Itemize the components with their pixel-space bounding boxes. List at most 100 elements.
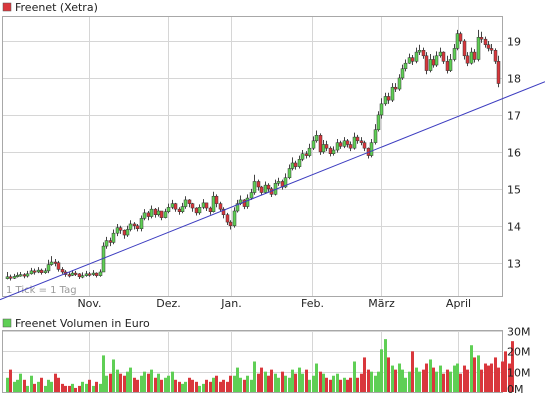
volume-bar xyxy=(504,351,507,392)
volume-bar xyxy=(459,373,462,392)
candle xyxy=(183,196,188,209)
candle xyxy=(324,140,329,152)
volume-bar xyxy=(439,365,442,392)
volume-bar xyxy=(236,367,239,392)
y-tick-label: 15 xyxy=(507,184,521,197)
candle xyxy=(386,92,391,104)
volume-bar xyxy=(47,379,50,392)
candle xyxy=(431,55,436,68)
volume-bar xyxy=(453,365,456,392)
candle xyxy=(201,199,206,210)
volume-bar xyxy=(6,377,9,392)
candle xyxy=(462,39,467,60)
candle xyxy=(414,47,419,64)
volume-bar xyxy=(284,375,287,392)
volume-y-tick-label: 0M xyxy=(507,383,524,396)
y-tick-label: 14 xyxy=(507,221,521,234)
volume-bar xyxy=(88,379,91,392)
candle xyxy=(338,140,343,149)
volume-bar xyxy=(171,371,174,392)
candle xyxy=(135,223,140,232)
candle xyxy=(259,185,264,196)
candle xyxy=(434,51,439,67)
volume-bar xyxy=(356,377,359,392)
volume-bar xyxy=(164,377,167,392)
volume-bar xyxy=(50,381,53,392)
volume-bar xyxy=(195,381,198,392)
candle xyxy=(18,271,23,277)
volume-bar xyxy=(305,369,308,392)
candle xyxy=(252,174,257,195)
candle xyxy=(373,124,378,145)
candle xyxy=(242,199,247,210)
candle xyxy=(479,31,484,43)
volume-bar xyxy=(415,367,418,392)
candle xyxy=(287,164,292,180)
volume-bar xyxy=(294,373,297,392)
candle xyxy=(496,55,501,88)
candle xyxy=(256,179,261,191)
volume-bar xyxy=(384,339,387,392)
volume-bar xyxy=(267,375,270,392)
candle xyxy=(331,146,336,156)
candle xyxy=(245,194,250,209)
x-tick-label: April xyxy=(446,297,471,310)
x-tick-label: Nov. xyxy=(77,297,101,310)
candle xyxy=(56,260,61,272)
candle xyxy=(321,140,326,154)
candle xyxy=(214,194,219,208)
volume-y-tick-label: 20M xyxy=(507,346,531,359)
volume-bar xyxy=(126,371,129,392)
candle xyxy=(383,92,388,106)
candle xyxy=(307,143,312,158)
volume-bar xyxy=(432,367,435,392)
candle xyxy=(465,52,470,67)
candle xyxy=(225,212,230,226)
volume-bar xyxy=(26,385,29,392)
price-legend-swatch xyxy=(2,2,12,12)
volume-bar xyxy=(202,383,205,392)
volume-bar xyxy=(343,377,346,392)
candle xyxy=(400,64,405,80)
volume-bar xyxy=(429,359,432,392)
volume-bar xyxy=(109,373,112,392)
candle xyxy=(73,270,78,277)
volume-bar xyxy=(198,385,201,392)
candle xyxy=(311,136,316,151)
y-tick-label: 17 xyxy=(507,110,521,123)
volume-bar xyxy=(370,371,373,392)
volume-bar xyxy=(501,361,504,392)
candle xyxy=(438,47,443,58)
volume-bar xyxy=(188,377,191,392)
candle xyxy=(428,53,433,73)
candle xyxy=(211,191,216,213)
volume-bar xyxy=(332,375,335,392)
candle xyxy=(101,242,106,273)
volume-bar xyxy=(95,381,98,392)
candle xyxy=(218,201,223,212)
candle xyxy=(441,51,446,64)
candle xyxy=(290,157,295,171)
candle xyxy=(469,47,474,65)
candle xyxy=(345,138,350,148)
candle xyxy=(104,236,109,249)
candle xyxy=(472,49,477,63)
volume-bar xyxy=(40,377,43,392)
candle xyxy=(314,130,319,143)
candle xyxy=(111,229,116,245)
volume-bar xyxy=(363,357,366,392)
candle xyxy=(208,206,213,215)
candle xyxy=(98,269,103,277)
volume-bar xyxy=(349,377,352,392)
volume-legend-swatch xyxy=(2,318,12,328)
volume-bar xyxy=(181,383,184,392)
candle xyxy=(5,271,10,280)
volume-bar xyxy=(336,373,339,392)
volume-bar xyxy=(78,385,81,392)
candle xyxy=(297,155,302,169)
candle xyxy=(146,211,151,221)
volume-bar xyxy=(99,383,102,392)
volume-bar xyxy=(85,383,88,392)
volume-bar xyxy=(19,373,22,392)
volume-bar xyxy=(57,377,60,392)
